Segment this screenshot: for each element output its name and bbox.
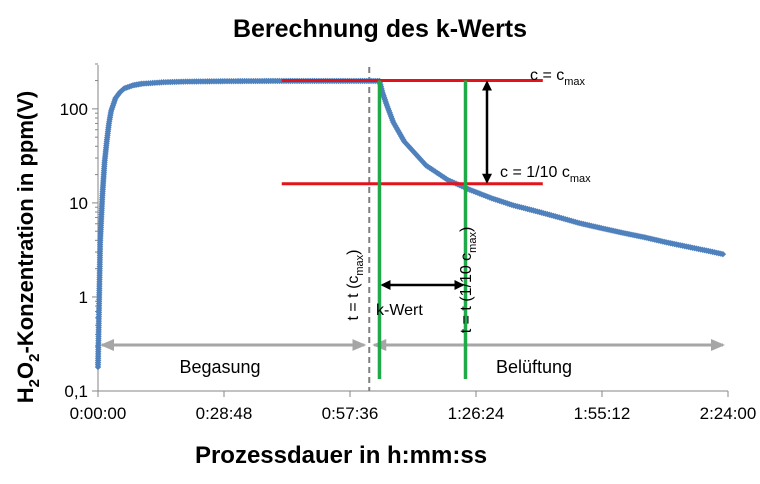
ctenth-annotation: c = 1/10 cmax: [500, 164, 591, 185]
y-tick-label: 0,1: [64, 382, 88, 401]
x-tick-label: 1:55:12: [574, 404, 631, 423]
data-point: [719, 250, 727, 258]
series-group: [94, 77, 727, 371]
x-tick-label: 0:28:48: [196, 404, 253, 423]
x-tick-group: 0:00:00 0:28:48 0:57:36 1:26:24 1:55:12 2:24:…: [70, 391, 757, 423]
t-cmax-annotation: t = t (cmax): [345, 249, 366, 320]
y-tick-label: 100: [60, 100, 88, 119]
cmax-annotation: c = cmax: [530, 67, 586, 88]
k-value-label: k-Wert: [376, 302, 423, 319]
x-tick-label: 0:00:00: [70, 404, 127, 423]
x-tick-label: 0:57:36: [322, 404, 379, 423]
y-tick-group: 0,1 1 10 100: [60, 63, 98, 401]
chart-title: Berechnung des k-Werts: [233, 15, 527, 43]
t-tenth-annotation: t = t (1/10 cmax): [458, 227, 479, 334]
y-tick-label: 1: [79, 288, 88, 307]
belueftung-label: Belüftung: [496, 357, 572, 377]
x-axis-label: Prozessdauer in h:mm:ss: [195, 442, 487, 469]
y-tick-label: 10: [69, 194, 88, 213]
y-axis-label: H2O2-Konzentration in ppm(V): [13, 91, 43, 403]
x-tick-label: 2:24:00: [700, 404, 757, 423]
x-tick-label: 1:26:24: [448, 404, 505, 423]
begasung-label: Begasung: [179, 357, 260, 377]
